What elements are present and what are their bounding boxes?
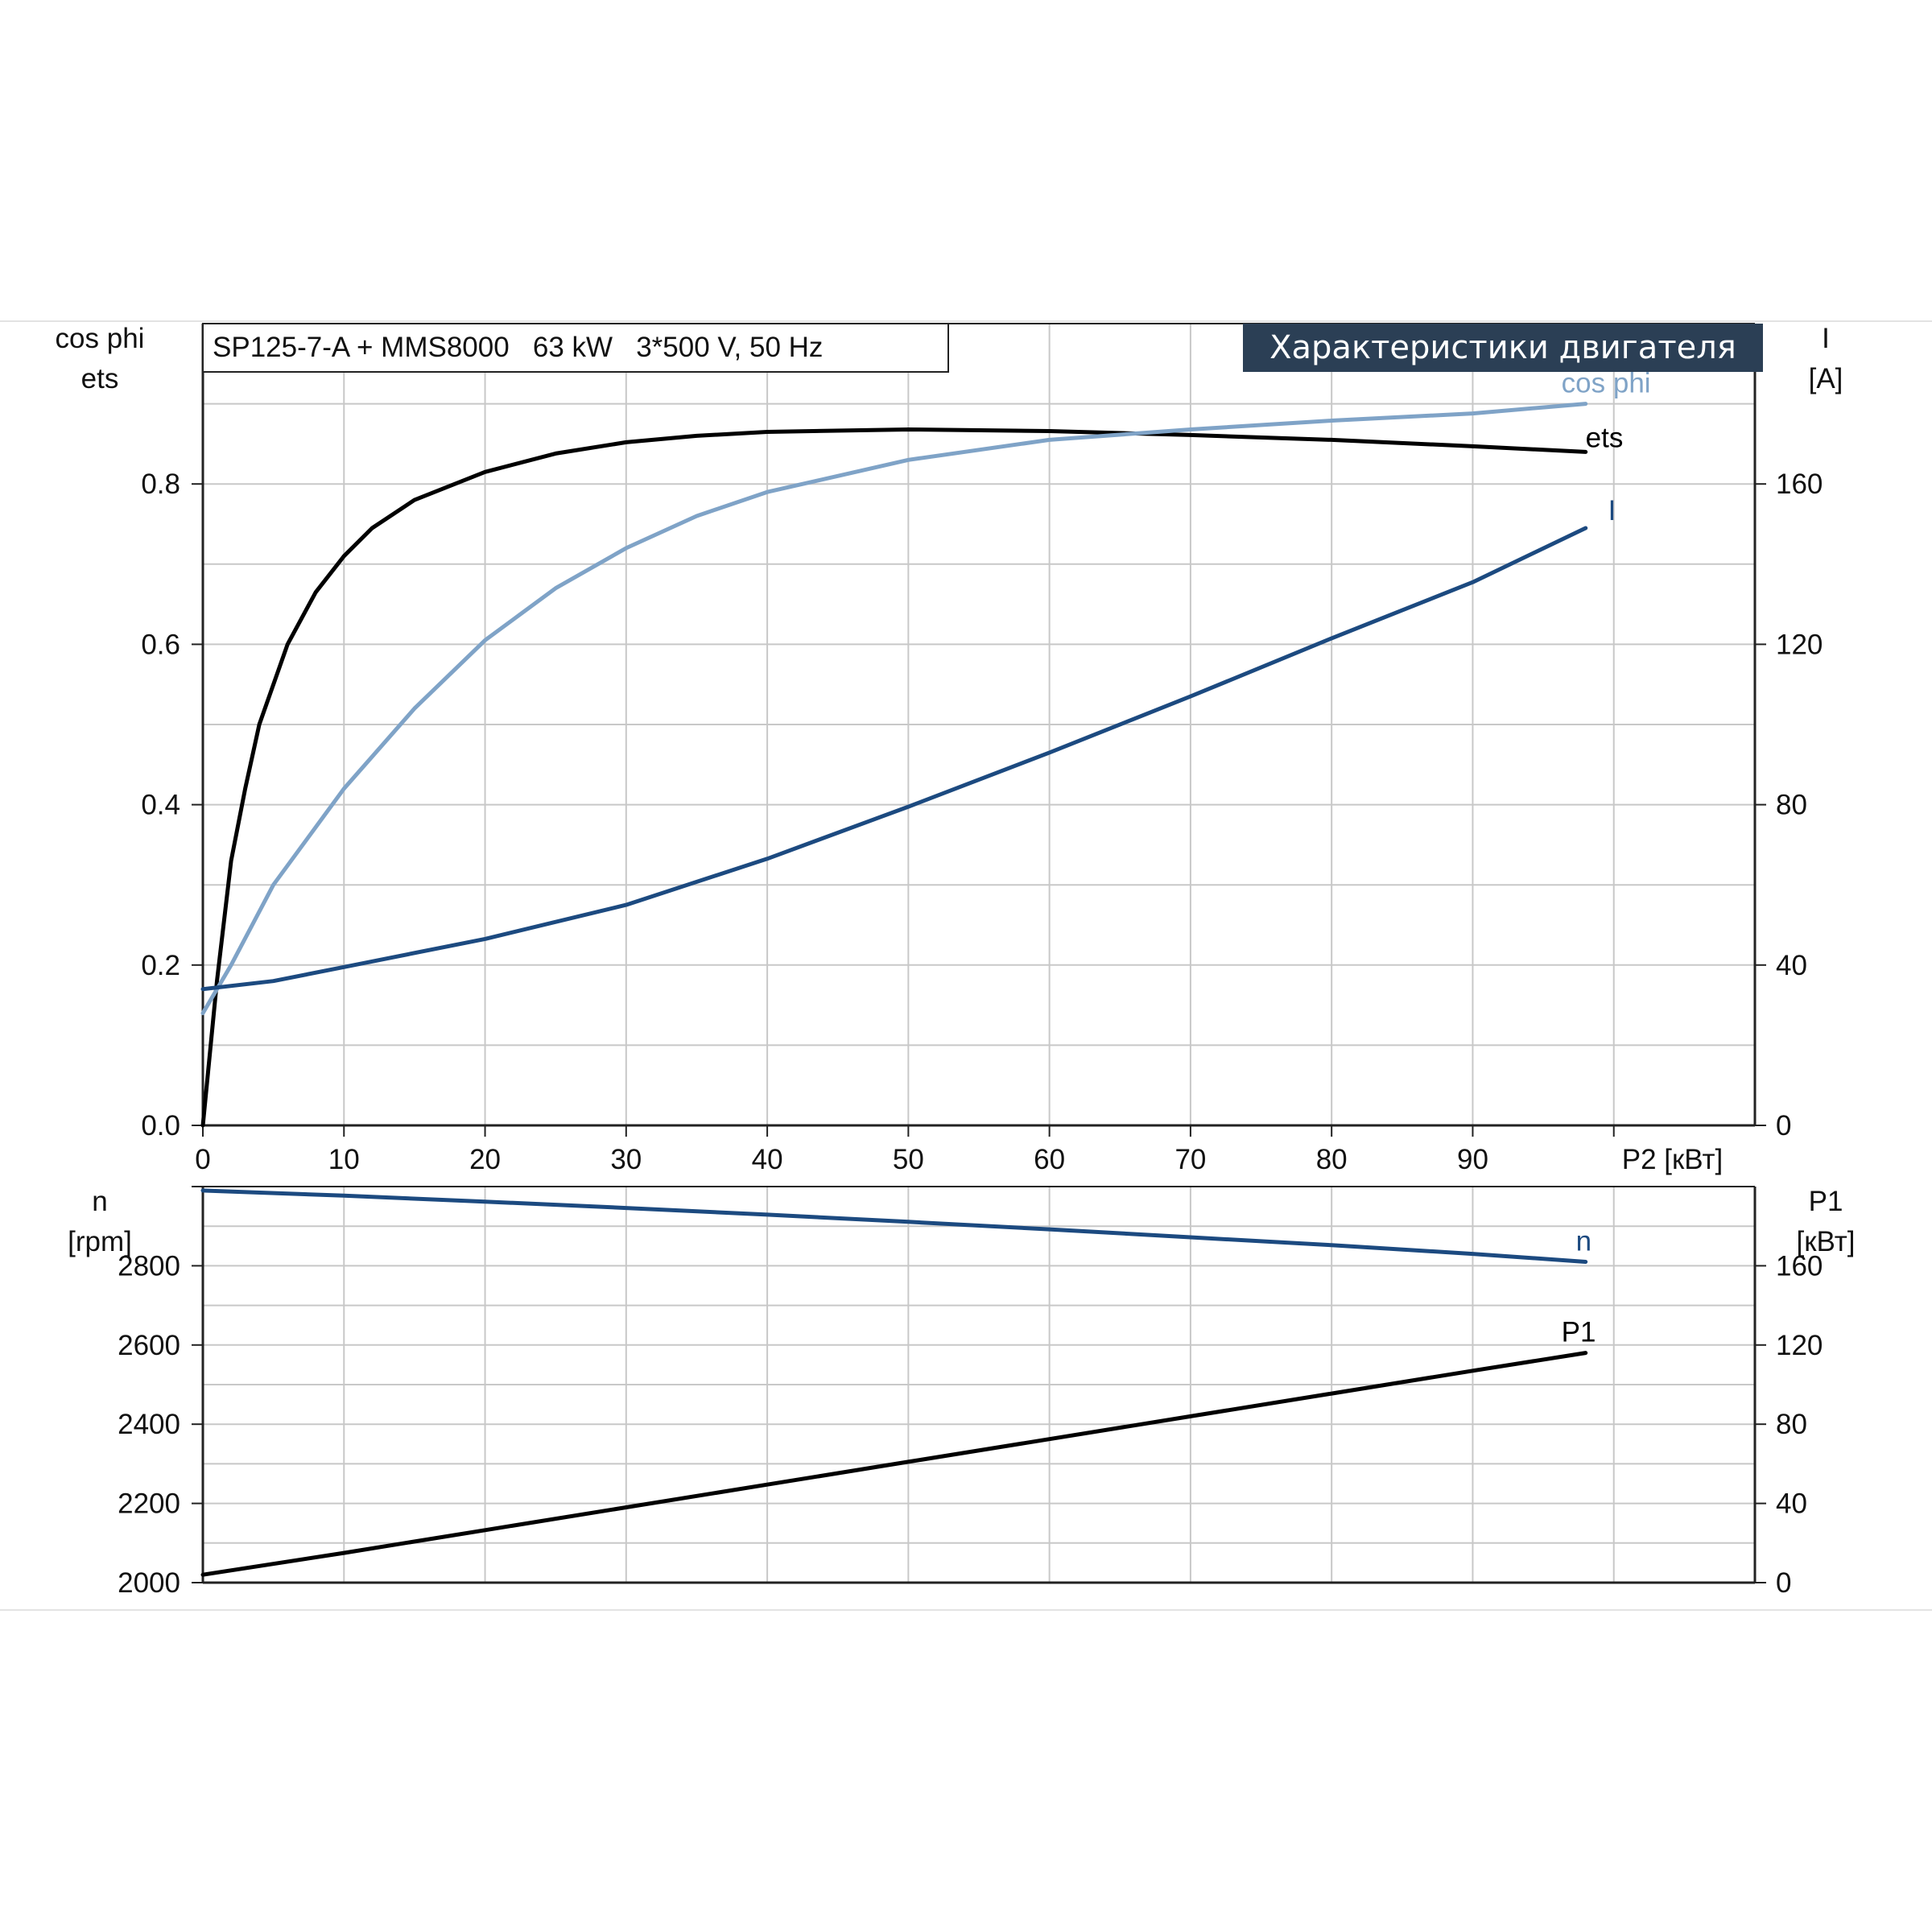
x-tick-label: 10	[328, 1144, 360, 1175]
y-left-axis-title: n	[92, 1186, 107, 1217]
y-right-tick-label: 80	[1776, 1409, 1807, 1440]
bottom-divider	[0, 1609, 1932, 1611]
x-tick-label: 40	[752, 1144, 783, 1175]
y-right-axis-title: [кВт]	[1797, 1226, 1856, 1257]
x-tick-label: 30	[610, 1144, 642, 1175]
y-left-tick-label: 2800	[118, 1250, 180, 1282]
y-right-axis-title: I	[1822, 323, 1830, 354]
y-right-tick-label: 120	[1776, 1330, 1823, 1361]
y-right-tick-label: 80	[1776, 790, 1807, 821]
series-label-cos-phi: cos phi	[1562, 368, 1651, 399]
y-left-tick-label: 0.2	[141, 950, 180, 981]
y-left-tick-label: 0.4	[141, 790, 180, 821]
x-tick-label: 20	[469, 1144, 501, 1175]
y-right-tick-label: 160	[1776, 469, 1823, 500]
top-divider	[0, 320, 1932, 322]
y-left-tick-label: 0.0	[141, 1110, 180, 1141]
series-label-p1: P1	[1562, 1317, 1596, 1348]
series-label-ets: ets	[1586, 422, 1624, 453]
y-right-tick-label: 160	[1776, 1250, 1823, 1282]
y-left-tick-label: 0.8	[141, 469, 180, 500]
y-right-axis-title: [A]	[1809, 363, 1843, 394]
axis-layer	[192, 323, 1766, 1584]
y-right-tick-label: 0	[1776, 1110, 1791, 1141]
y-left-axis-title: ets	[81, 363, 119, 394]
series-line-n	[200, 1188, 1588, 1264]
label-layer: 0.0 0.2 0.4 0.6 0.8 0 40 80 120 160 cos phi ets I [A]…	[56, 323, 1856, 1599]
x-axis-title: P2 [кВт]	[1622, 1144, 1724, 1175]
y-right-tick-label: 0	[1776, 1567, 1791, 1599]
y-left-tick-label: 2200	[118, 1488, 180, 1520]
x-tick-label: 80	[1316, 1144, 1348, 1175]
x-tick-label: 0	[195, 1144, 210, 1175]
x-tick-label: 70	[1174, 1144, 1206, 1175]
series-layer	[200, 402, 1588, 1577]
y-left-axis-title: cos phi	[56, 323, 145, 354]
x-tick-label: 90	[1457, 1144, 1488, 1175]
series-line-ets	[200, 427, 1588, 1128]
model-text: SP125-7-A + MMS8000 63 kW 3*500 V, 50 Hz	[213, 332, 823, 363]
title-box	[1243, 324, 1763, 372]
y-left-tick-label: 2000	[118, 1567, 180, 1599]
series-line-cos-phi	[200, 402, 1588, 1016]
x-tick-label: 50	[893, 1144, 924, 1175]
series-label-i: I	[1608, 495, 1616, 526]
y-left-tick-label: 2400	[118, 1409, 180, 1440]
x-tick-label: 60	[1034, 1144, 1065, 1175]
y-right-axis-title: P1	[1809, 1186, 1843, 1217]
y-left-tick-label: 2600	[118, 1330, 180, 1361]
model-text-box	[202, 323, 949, 373]
series-label-n: n	[1576, 1225, 1591, 1257]
chart-title: Характеристики двигателя	[1269, 329, 1736, 366]
y-left-tick-label: 0.6	[141, 629, 180, 660]
y-right-tick-label: 40	[1776, 1488, 1807, 1520]
y-right-tick-label: 120	[1776, 629, 1823, 660]
y-left-axis-title: [rpm]	[68, 1226, 132, 1257]
series-line-p1	[200, 1351, 1588, 1577]
y-right-tick-label: 40	[1776, 950, 1807, 981]
grid-layer	[203, 324, 1755, 1583]
series-line-i	[200, 526, 1588, 992]
